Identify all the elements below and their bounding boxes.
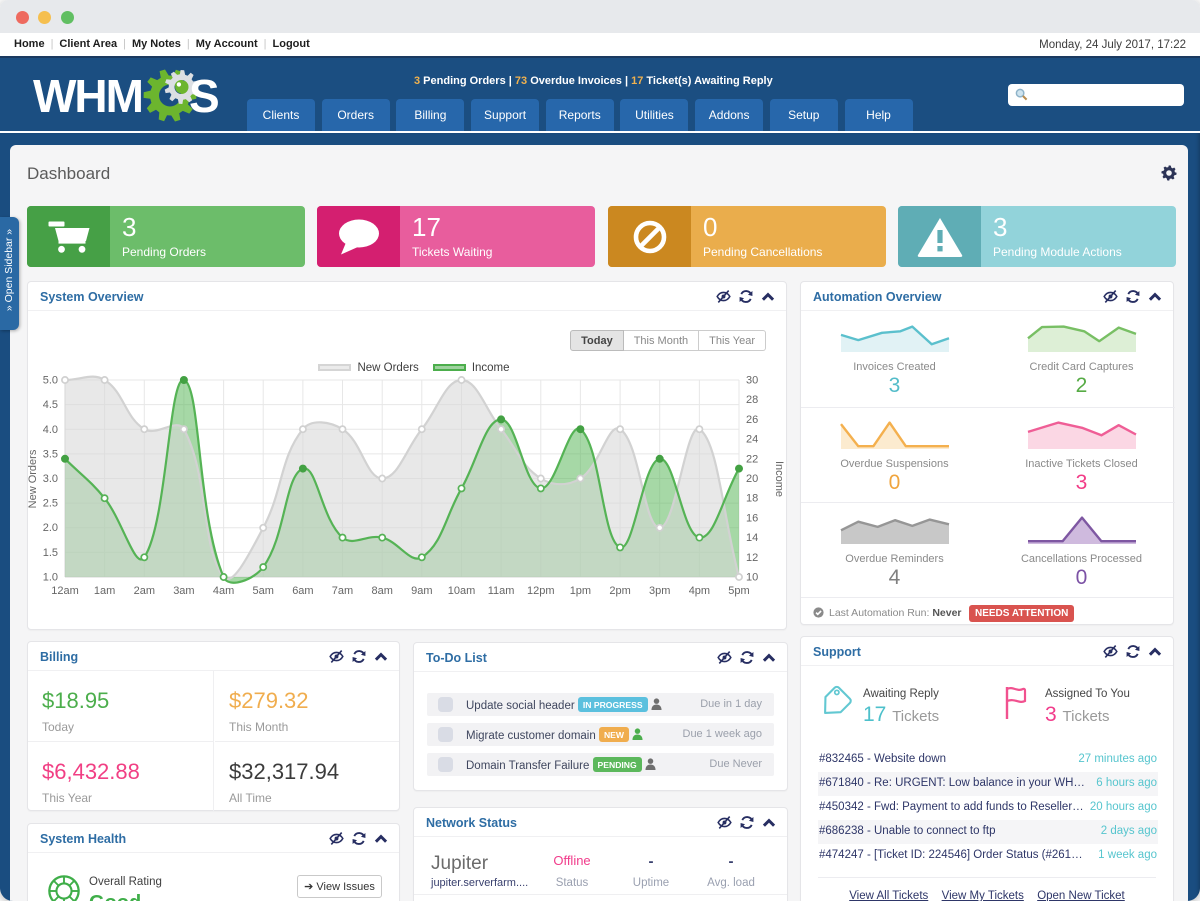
svg-text:12am: 12am: [51, 585, 79, 597]
svg-text:8am: 8am: [371, 585, 392, 597]
svg-text:3.5: 3.5: [43, 448, 58, 460]
svg-text:5.0: 5.0: [43, 375, 58, 387]
svg-text:18: 18: [746, 493, 758, 505]
svg-text:4.5: 4.5: [43, 399, 58, 411]
svg-text:14: 14: [746, 532, 758, 544]
svg-text:WHM: WHM: [33, 70, 142, 122]
svg-text:26: 26: [746, 414, 758, 426]
svg-text:11am: 11am: [488, 585, 515, 597]
svg-text:1am: 1am: [94, 585, 115, 597]
svg-text:30: 30: [746, 375, 758, 387]
svg-text:24: 24: [746, 434, 758, 446]
svg-text:16: 16: [746, 512, 758, 524]
svg-text:20: 20: [746, 473, 758, 485]
svg-text:28: 28: [746, 394, 758, 406]
svg-text:2am: 2am: [134, 585, 155, 597]
svg-text:2pm: 2pm: [609, 585, 630, 597]
svg-text:3.0: 3.0: [43, 473, 58, 485]
svg-text:1.0: 1.0: [43, 572, 58, 584]
svg-text:3am: 3am: [173, 585, 194, 597]
svg-text:9am: 9am: [411, 585, 432, 597]
svg-text:4pm: 4pm: [689, 585, 710, 597]
svg-text:4.0: 4.0: [43, 424, 58, 436]
svg-text:Income: Income: [773, 461, 785, 497]
svg-text:4am: 4am: [213, 585, 234, 597]
svg-text:1pm: 1pm: [570, 585, 591, 597]
svg-text:2.0: 2.0: [43, 522, 58, 534]
svg-text:7am: 7am: [332, 585, 353, 597]
svg-text:5pm: 5pm: [728, 585, 749, 597]
svg-text:New Orders: New Orders: [28, 449, 39, 508]
svg-text:12: 12: [746, 552, 758, 564]
svg-text:10: 10: [746, 572, 758, 584]
svg-text:6am: 6am: [292, 585, 313, 597]
svg-text:22: 22: [746, 453, 758, 465]
svg-text:12pm: 12pm: [527, 585, 555, 597]
svg-text:10am: 10am: [448, 585, 476, 597]
svg-text:5am: 5am: [252, 585, 273, 597]
svg-text:3pm: 3pm: [649, 585, 670, 597]
svg-text:2.5: 2.5: [43, 498, 58, 510]
svg-text:S: S: [189, 70, 220, 122]
svg-text:1.5: 1.5: [43, 547, 58, 559]
